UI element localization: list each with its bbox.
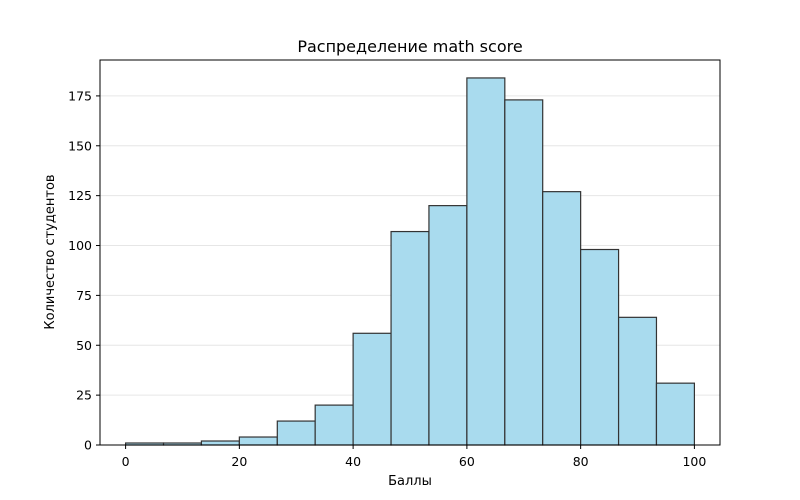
x-tick-label: 60 (459, 454, 475, 469)
x-axis-ticks: 0 20 40 60 80 100 (122, 445, 706, 469)
histogram-bar (428, 205, 468, 446)
histogram-bar (314, 404, 354, 446)
y-tick-label: 50 (76, 338, 92, 353)
histogram-bar (655, 382, 696, 446)
y-axis-label: Количество студентов (43, 174, 58, 329)
histogram-bar (200, 440, 240, 446)
y-tick-label: 175 (68, 88, 92, 103)
histogram-bar (542, 191, 582, 446)
x-tick-label: 100 (682, 454, 706, 469)
x-axis-label: Баллы (388, 474, 432, 489)
y-tick-label: 0 (84, 438, 92, 453)
histogram-bar (390, 230, 430, 446)
histogram-bar (352, 332, 392, 446)
histogram-bar (617, 316, 658, 446)
y-tick-label: 150 (68, 138, 92, 153)
histogram-bar (466, 77, 506, 446)
histogram-bar (580, 248, 620, 446)
x-tick-label: 20 (231, 454, 247, 469)
histogram-bar (238, 436, 278, 446)
y-tick-label: 25 (76, 388, 92, 403)
y-tick-label: 100 (68, 238, 92, 253)
x-tick-label: 80 (573, 454, 589, 469)
y-tick-label: 75 (76, 288, 92, 303)
histogram-bar (276, 420, 316, 446)
x-tick-label: 40 (345, 454, 361, 469)
y-tick-label: 125 (68, 188, 92, 203)
chart-title: Распределение math score (297, 37, 522, 56)
plot-frame (99, 59, 721, 446)
x-tick-label: 0 (122, 454, 130, 469)
histogram-bar (504, 99, 544, 446)
y-axis-ticks: 0 25 50 75 100 125 150 175 (68, 88, 100, 453)
histogram-bars (124, 77, 696, 446)
